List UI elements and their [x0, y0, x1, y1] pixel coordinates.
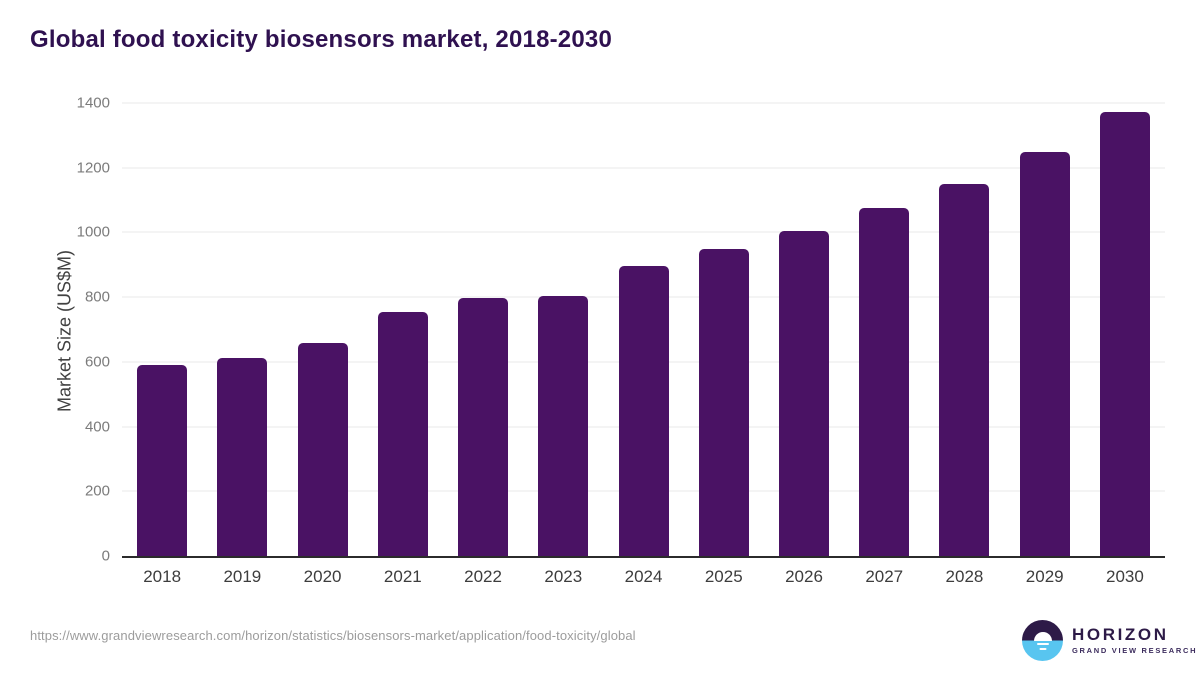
- x-tick-labels: 2018 2019 2020 2021 2022 2023 2024 2025 2026 2027…: [122, 567, 1165, 587]
- bar-2026: [778, 231, 829, 556]
- bar-slot-2021: [363, 103, 443, 556]
- bar-slot-2018: [122, 103, 202, 556]
- bar-slot-2024: [603, 103, 683, 556]
- sunrise-horizon-icon: [1022, 620, 1063, 661]
- x-tick-label-2018: 2018: [143, 567, 182, 586]
- y-tick-label-400: 400: [84, 418, 110, 436]
- bar-slot-2019: [202, 103, 282, 556]
- x-tick-label-2027: 2027: [865, 567, 904, 586]
- x-tick-label-2024: 2024: [624, 567, 663, 586]
- x-tick-label-2022: 2022: [464, 567, 502, 586]
- bar-2023: [538, 295, 589, 556]
- bar-2028: [939, 184, 990, 556]
- logo-subtitle: GRAND VIEW RESEARCH: [1072, 646, 1198, 656]
- bar-2018: [137, 365, 188, 556]
- x-tick-label-2023: 2023: [544, 567, 583, 586]
- horizon-reflection-line-icon: [1039, 647, 1046, 650]
- bar-2020: [297, 343, 348, 556]
- gridline-1000: [122, 231, 1165, 233]
- bar-2027: [859, 208, 910, 556]
- x-tick-label-2020: 2020: [303, 567, 342, 586]
- bar-slot-2023: [523, 103, 603, 556]
- bars: [122, 103, 1165, 556]
- horizon-reflection-line-icon: [1036, 642, 1049, 645]
- bar-slot-2029: [1005, 103, 1085, 556]
- bar-slot-2030: [1085, 103, 1165, 556]
- y-tick-label-800: 800: [84, 288, 110, 306]
- x-tick-label-2026: 2026: [785, 567, 823, 586]
- gridline-1200: [122, 167, 1165, 169]
- bar-2019: [217, 358, 268, 556]
- x-tick-label-2025: 2025: [704, 567, 743, 586]
- y-tick-label-0: 0: [101, 547, 110, 565]
- horizon-logo: HORIZON GRAND VIEW RESEARCH: [1022, 620, 1197, 661]
- y-tick-label-1000: 1000: [76, 223, 110, 241]
- bar-2029: [1019, 151, 1070, 556]
- bar-slot-2026: [764, 103, 844, 556]
- gridline-1400: [122, 102, 1165, 104]
- bar-slot-2025: [684, 103, 764, 556]
- x-tick-label-2021: 2021: [383, 567, 422, 586]
- bar-slot-2028: [924, 103, 1004, 556]
- bar-2030: [1099, 112, 1150, 556]
- source-url: https://www.grandviewresearch.com/horizo…: [30, 628, 636, 643]
- x-tick-label-2019: 2019: [223, 567, 262, 586]
- y-tick-label-200: 200: [84, 482, 110, 500]
- bar-slot-2027: [844, 103, 924, 556]
- bar-2021: [377, 312, 428, 556]
- bar-slot-2022: [443, 103, 523, 556]
- bar-2022: [458, 297, 509, 556]
- sun-icon: [1033, 631, 1052, 641]
- bar-2025: [698, 249, 749, 556]
- x-tick-label-2030: 2030: [1106, 567, 1144, 586]
- x-tick-label-2028: 2028: [945, 567, 984, 586]
- bar-2024: [618, 265, 669, 556]
- bar-slot-2020: [282, 103, 362, 556]
- x-tick-label-2029: 2029: [1025, 567, 1064, 586]
- logo-name: HORIZON: [1072, 624, 1169, 644]
- y-tick-label-600: 600: [84, 353, 110, 371]
- logo-text: HORIZON GRAND VIEW RESEARCH: [1072, 624, 1198, 656]
- plot-area: [122, 102, 1165, 558]
- chart-title: Global food toxicity biosensors market, …: [30, 26, 613, 53]
- y-tick-label-1400: 1400: [76, 94, 110, 112]
- y-tick-label-1200: 1200: [76, 159, 110, 177]
- y-tick-labels: 0 200 400 600 800 1000 1200 1400: [58, 95, 110, 565]
